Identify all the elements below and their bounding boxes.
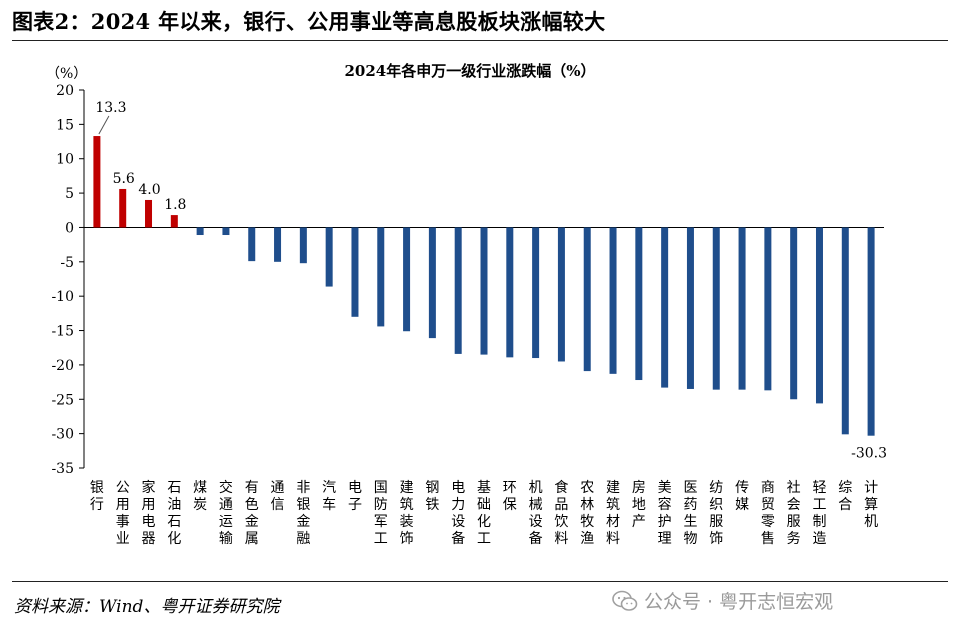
category-label-石油石化: 石油石化: [167, 480, 181, 547]
bar-家用电器: [145, 199, 153, 228]
bar-series: [93, 136, 875, 436]
category-labels: 银行公用事业家用电器石油石化煤炭交通运输有色金属通信非银金融汽车电子国防军工建筑…: [90, 479, 878, 547]
bar-汽车: [325, 227, 333, 287]
y-tick-label: -15: [51, 324, 74, 340]
top-rule: [12, 40, 948, 41]
category-label-建筑材料: 建筑材料: [606, 480, 620, 547]
category-label-公用事业: 公用事业: [116, 480, 130, 547]
bar-建筑材料: [609, 227, 617, 374]
category-label-建筑装饰: 建筑装饰: [400, 480, 414, 547]
bar-医药生物: [686, 227, 694, 389]
source-note: 资料来源：Wind、粤开证券研究院: [14, 597, 280, 617]
category-label-有色金属: 有色金属: [245, 480, 259, 547]
y-tick-label: 20: [56, 83, 74, 99]
y-axis-unit-label: （%）: [46, 66, 87, 82]
chart-title: 2024年各申万一级行业涨跌幅（%）: [344, 62, 595, 80]
bar-纺织服饰: [712, 227, 720, 390]
bar-传媒: [738, 227, 746, 390]
bar-农林牧渔: [583, 227, 591, 372]
category-label-电力设备: 电力设备: [451, 480, 465, 547]
bar-电力设备: [454, 227, 462, 354]
watermark-text: 公众号 · 粤开志恒宏观: [644, 591, 834, 613]
category-label-食品饮料: 食品饮料: [554, 479, 568, 547]
data-label-计算机: -30.3: [851, 446, 887, 462]
y-tick-label: -35: [51, 461, 74, 477]
data-label-石油石化: 1.8: [164, 197, 186, 213]
category-label-传媒: 传媒: [735, 480, 749, 513]
bar-国防军工: [377, 227, 385, 327]
bar-房地产: [635, 227, 643, 381]
bar-非银金融: [299, 227, 307, 264]
data-label-家用电器: 4.0: [138, 182, 160, 198]
bar-基础化工: [480, 227, 488, 355]
data-label-leader: [98, 115, 110, 135]
y-axis: 20 15 10 5 0 -5 -10 -15 -20 -25 -30 -35: [51, 83, 884, 477]
category-label-纺织服饰: 纺织服饰: [709, 480, 723, 547]
bar-建筑装饰: [403, 227, 411, 332]
category-label-美容护理: 美容护理: [658, 480, 672, 547]
bar-计算机: [867, 227, 875, 436]
category-label-计算机: 计算机: [864, 480, 878, 530]
category-label-农林牧渔: 农林牧渔: [580, 480, 594, 547]
bar-机械设备: [532, 227, 540, 359]
category-label-电子: 电子: [348, 480, 362, 513]
bar-电子: [351, 227, 359, 317]
watermark: 公众号 · 粤开志恒宏观: [612, 587, 833, 614]
y-tick-label: -10: [51, 289, 74, 305]
category-label-汽车: 汽车: [322, 480, 336, 513]
category-label-社会服务: 社会服务: [787, 480, 801, 547]
category-label-交通运输: 交通运输: [219, 479, 233, 547]
category-label-环保: 环保: [503, 480, 517, 513]
bar-交通运输: [222, 227, 230, 236]
bar-社会服务: [790, 227, 798, 400]
category-label-综合: 综合: [838, 480, 852, 513]
figure-title: 图表2：2024 年以来，银行、公用事业等高息股板块涨幅较大: [12, 9, 606, 34]
data-label-银行: 13.3: [95, 100, 126, 116]
bar-食品饮料: [557, 227, 565, 362]
bar-钢铁: [428, 227, 436, 339]
category-label-国防军工: 国防军工: [374, 480, 388, 547]
category-label-基础化工: 基础化工: [477, 479, 491, 547]
bar-轻工制造: [815, 227, 823, 404]
y-tick-label: 5: [65, 186, 74, 202]
y-tick-label: -5: [60, 255, 74, 271]
bottom-rule: [12, 581, 948, 582]
bar-公用事业: [119, 188, 127, 228]
bar-商贸零售: [764, 227, 772, 391]
bar-有色金属: [248, 227, 256, 262]
bar-通信: [274, 227, 282, 262]
y-tick-label: 0: [65, 220, 74, 236]
category-label-医药生物: 医药生物: [683, 480, 697, 547]
data-label-公用事业: 5.6: [113, 171, 135, 187]
category-label-轻工制造: 轻工制造: [812, 480, 826, 547]
bar-银行: [93, 136, 101, 228]
category-label-家用电器: 家用电器: [142, 479, 156, 547]
bar-煤炭: [196, 227, 204, 236]
data-labels: 13.3 5.64.01.8 -30.3: [95, 100, 887, 462]
bar-环保: [506, 227, 514, 358]
category-label-通信: 通信: [271, 480, 285, 513]
category-label-银行: 银行: [90, 480, 104, 513]
y-tick-label: -25: [51, 392, 74, 408]
bar-石油石化: [170, 215, 178, 228]
category-label-机械设备: 机械设备: [529, 480, 543, 547]
y-tick-label: -30: [51, 427, 74, 443]
category-label-钢铁: 钢铁: [425, 480, 439, 513]
category-label-房地产: 房地产: [632, 480, 646, 530]
wechat-icon: [612, 590, 638, 611]
category-label-非银金融: 非银金融: [296, 480, 310, 547]
y-tick-label: 15: [56, 117, 74, 133]
bar-美容护理: [661, 227, 669, 388]
y-tick-label: -20: [51, 358, 74, 374]
category-label-煤炭: 煤炭: [193, 480, 207, 513]
y-tick-label: 10: [56, 152, 74, 168]
category-label-商贸零售: 商贸零售: [761, 480, 775, 547]
bar-综合: [841, 227, 849, 435]
bar-chart: 2024年各申万一级行业涨跌幅（%） （%） 20 15 10 5 0 -5 -10 -15 -…: [46, 62, 887, 547]
